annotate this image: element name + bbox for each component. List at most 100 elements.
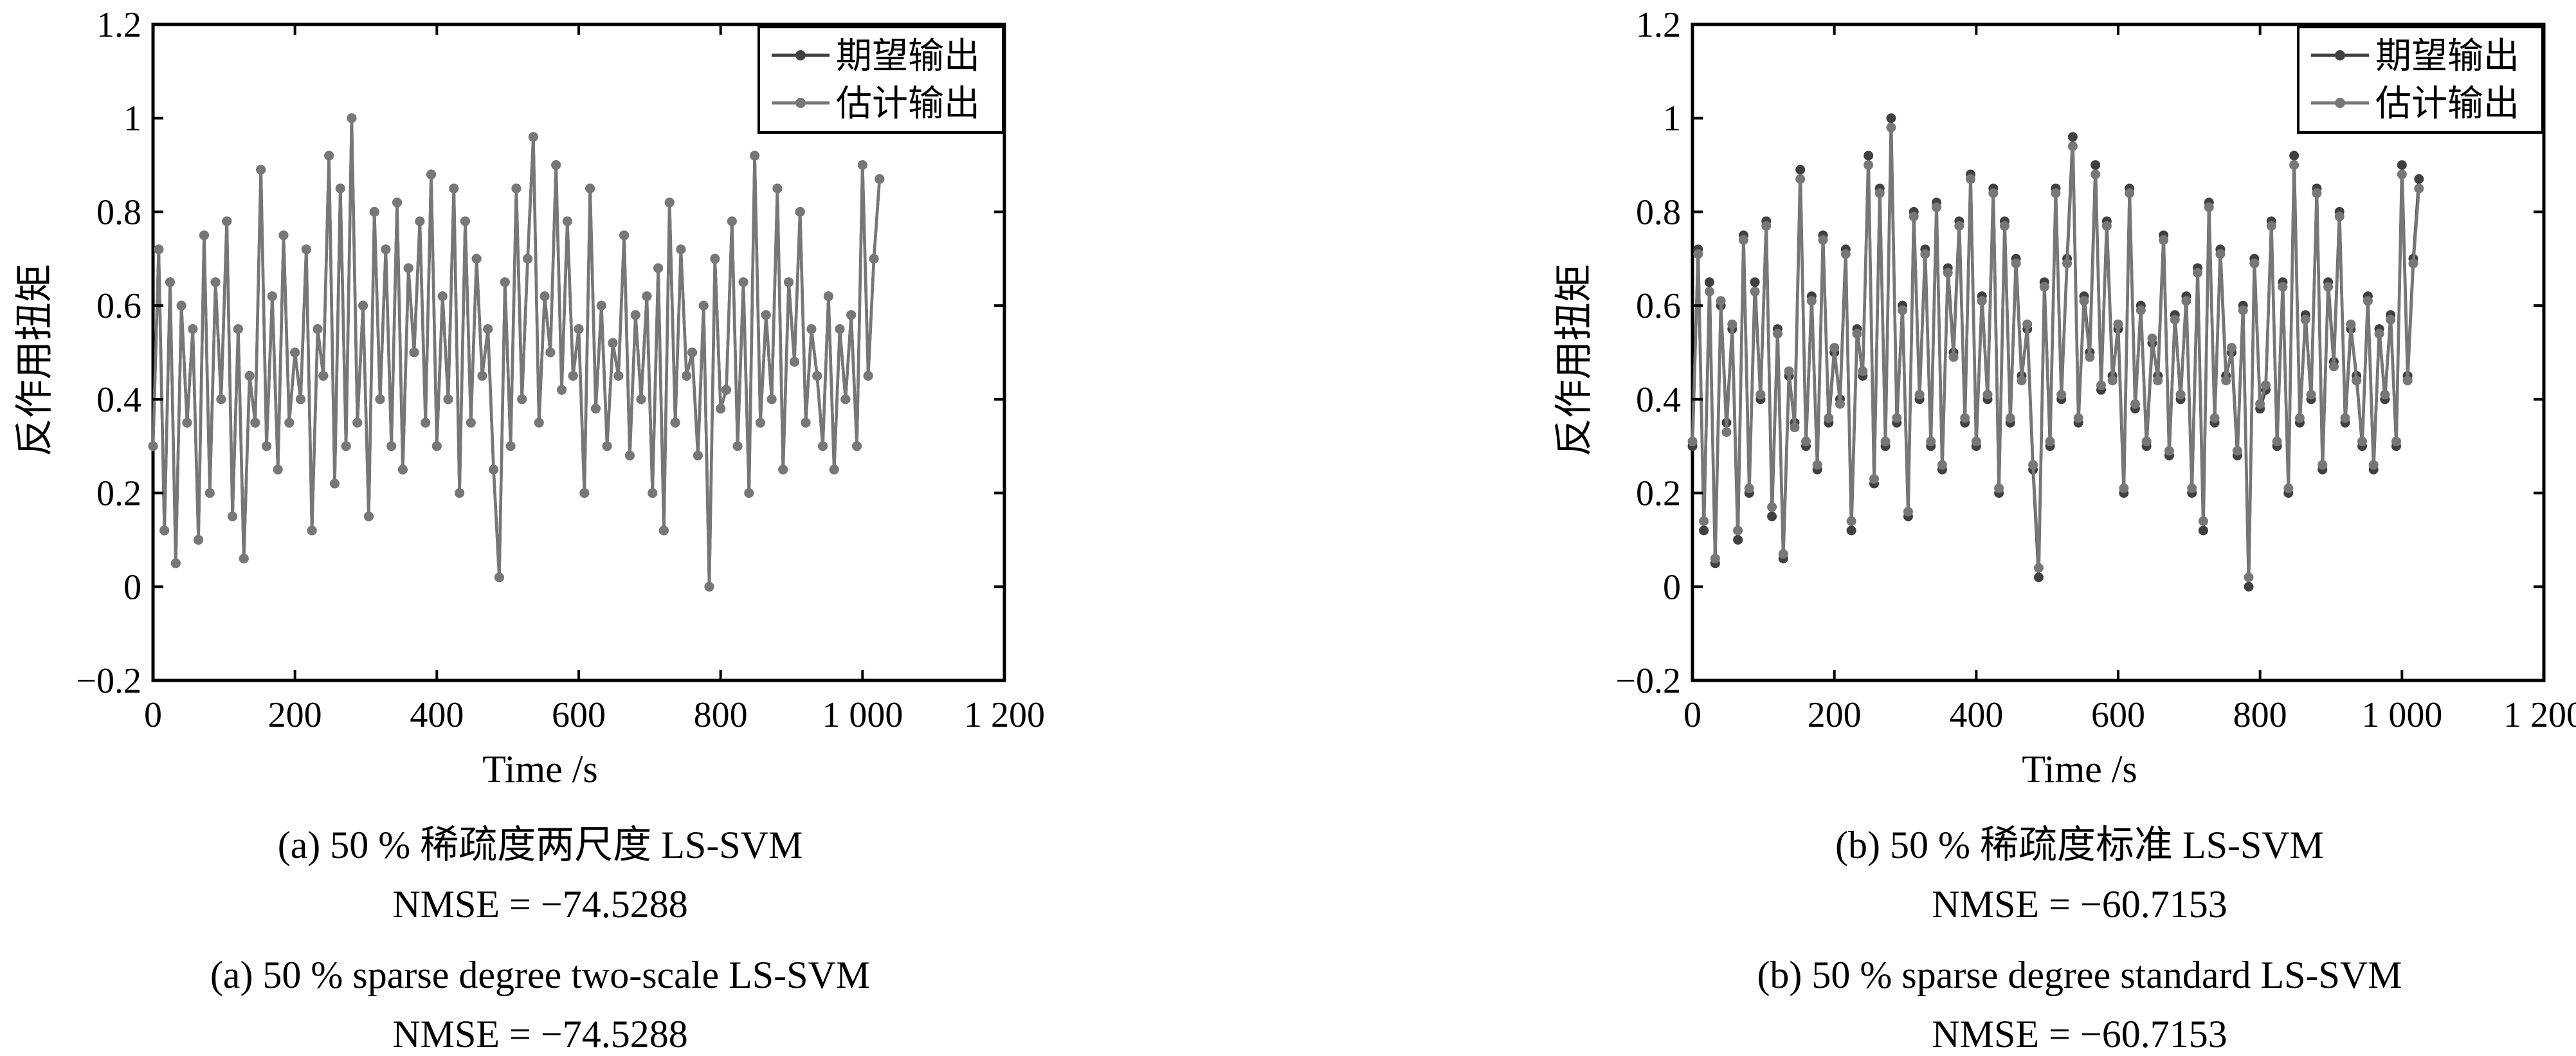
data-point-estimated — [1932, 202, 1942, 212]
data-point-estimated — [557, 385, 567, 395]
data-point-desired — [2033, 572, 2044, 583]
data-point-estimated — [2193, 268, 2203, 278]
data-point-desired — [1846, 525, 1856, 536]
data-point-estimated — [1869, 474, 1879, 484]
data-point-estimated — [863, 370, 873, 381]
data-point-estimated — [1812, 460, 1822, 470]
data-point-estimated — [687, 347, 698, 358]
data-point-estimated — [2357, 436, 2368, 446]
legend-box — [2297, 26, 2544, 134]
data-point-estimated — [664, 197, 675, 208]
data-point-estimated — [2249, 259, 2260, 269]
axis-ticks: 0 200 400 600 800 1 000 1 200−0.200.20.40.60.8… — [76, 5, 1045, 735]
data-point-estimated — [159, 525, 170, 536]
data-point-estimated — [2255, 399, 2265, 409]
data-point-estimated — [2119, 483, 2129, 493]
data-point-estimated — [397, 464, 408, 475]
data-point-estimated — [1829, 343, 1840, 353]
nmse-en: NMSE = −74.5288 — [392, 1013, 687, 1055]
data-point-estimated — [431, 441, 442, 451]
data-point-estimated — [2328, 361, 2339, 372]
data-point-estimated — [2198, 516, 2208, 526]
data-point-desired — [2067, 132, 2078, 142]
x-tick-label: 0 — [144, 695, 162, 735]
legend-marker-estimated — [2335, 98, 2345, 108]
data-point-estimated — [648, 488, 658, 498]
data-point-estimated — [2136, 305, 2146, 315]
data-point-estimated — [840, 394, 851, 405]
data-point-estimated — [250, 417, 260, 428]
data-point-desired — [1864, 150, 1874, 161]
data-point-estimated — [2414, 183, 2424, 194]
data-point-estimated — [2062, 259, 2073, 269]
x-tick-label: 800 — [2233, 695, 2287, 735]
data-point-estimated — [307, 525, 317, 536]
data-point-estimated — [2334, 212, 2345, 222]
data-point-estimated — [2408, 259, 2418, 269]
data-point-estimated — [318, 370, 329, 381]
data-point-estimated — [148, 441, 158, 451]
y-tick-label: 1 — [123, 99, 141, 139]
data-point-estimated — [2317, 460, 2328, 470]
data-point-estimated — [869, 253, 879, 264]
data-point-estimated — [369, 206, 379, 217]
legend: 期望输出 估计输出 — [757, 26, 1004, 134]
data-point-desired — [2244, 581, 2254, 592]
y-tick-label: 0.2 — [96, 474, 141, 514]
caption-en: (a) 50 % sparse degree two-scale LS-SVM — [210, 954, 870, 996]
data-point-estimated — [1806, 296, 1817, 306]
data-point-estimated — [2386, 314, 2396, 325]
data-point-estimated — [1744, 483, 1754, 493]
data-point-estimated — [2294, 413, 2305, 423]
data-point-estimated — [551, 160, 561, 170]
data-point-estimated — [1790, 423, 1800, 433]
data-point-estimated — [2028, 460, 2038, 470]
data-point-estimated — [721, 385, 731, 395]
x-tick-label: 1 000 — [2361, 695, 2442, 735]
data-point-estimated — [2340, 413, 2350, 423]
data-point-estimated — [2164, 446, 2174, 456]
data-point-estimated — [1954, 221, 1964, 231]
data-point-estimated — [2283, 483, 2294, 493]
data-point-estimated — [2402, 376, 2413, 386]
data-point-estimated — [642, 291, 652, 302]
data-point-estimated — [1818, 235, 1828, 245]
data-point-estimated — [2238, 305, 2248, 315]
data-point-estimated — [329, 478, 340, 489]
data-point-estimated — [460, 216, 470, 226]
data-point-estimated — [2141, 436, 2152, 446]
chart-panel-a: 0 200 400 600 800 1 000 1 200−0.200.20.40.60.8… — [14, 5, 1045, 1055]
data-point-estimated — [1846, 516, 1856, 526]
y-tick-label: −0.2 — [1615, 661, 1681, 701]
data-point-estimated — [2056, 390, 2067, 400]
data-point-estimated — [1920, 249, 1930, 259]
data-point-estimated — [437, 291, 448, 302]
data-point-estimated — [2260, 380, 2271, 390]
data-point-estimated — [1864, 160, 1874, 170]
legend-label-estimated: 估计输出 — [2375, 84, 2519, 124]
nmse-en: NMSE = −60.7153 — [1932, 1013, 2227, 1055]
data-point-estimated — [1727, 319, 1737, 329]
y-tick-label: 0.2 — [1636, 474, 1681, 514]
data-point-estimated — [1693, 249, 1703, 259]
data-point-estimated — [1880, 436, 1891, 446]
data-point-estimated — [1795, 174, 1806, 184]
data-point-estimated — [1977, 296, 1987, 306]
data-point-estimated — [2300, 314, 2310, 325]
data-point-estimated — [590, 403, 601, 414]
data-point-estimated — [1761, 221, 1772, 231]
data-point-estimated — [2187, 483, 2197, 493]
data-point-estimated — [1948, 352, 1959, 362]
data-point-desired — [2091, 160, 2101, 170]
data-point-estimated — [505, 441, 516, 451]
data-point-estimated — [352, 417, 363, 428]
data-point-estimated — [1824, 413, 1834, 423]
data-point-estimated — [421, 417, 431, 428]
data-point-estimated — [301, 244, 311, 255]
data-point-estimated — [1914, 390, 1925, 400]
data-point-estimated — [1909, 212, 1919, 222]
data-point-estimated — [727, 216, 737, 226]
data-point-estimated — [1926, 436, 1936, 446]
data-point-estimated — [823, 291, 833, 302]
data-point-desired — [2414, 174, 2424, 184]
